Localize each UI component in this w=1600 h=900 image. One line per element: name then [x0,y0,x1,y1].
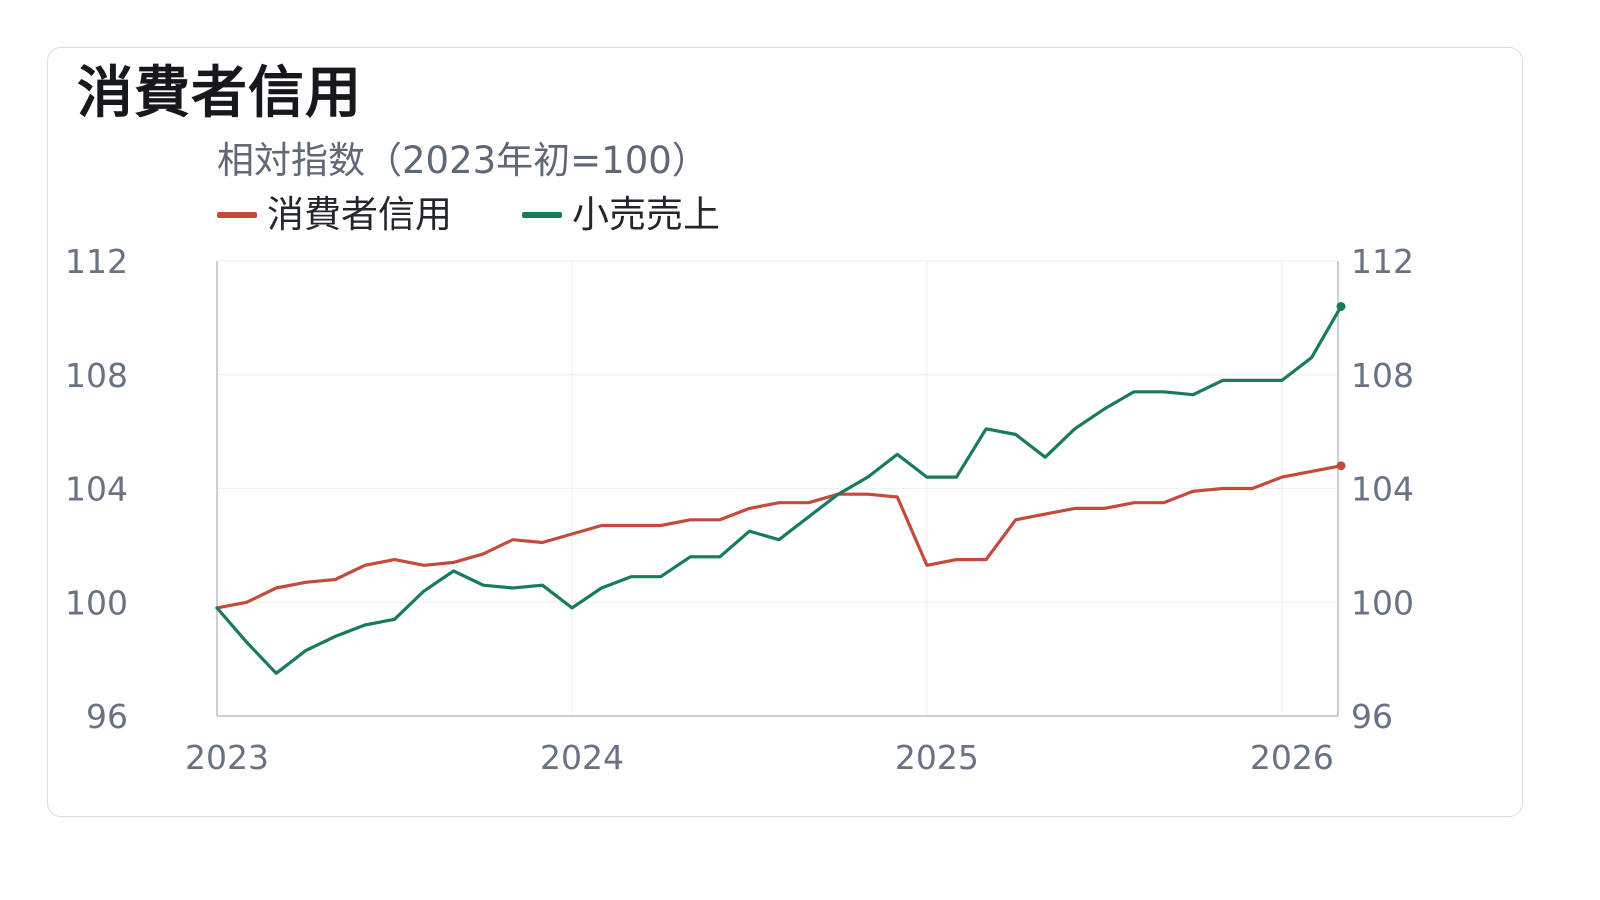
series-end-marker-0 [1336,461,1346,471]
y-tick-label-right-108: 108 [1351,356,1414,395]
y-tick-label-right-112: 112 [1351,242,1414,281]
y-tick-label-right-100: 100 [1351,583,1414,622]
legend-swatch-credit [217,212,257,218]
chart-title: 消費者信用 [77,61,362,126]
x-tick-label-2024: 2024 [540,738,624,777]
legend-item-retail: 小売売上 [522,191,720,239]
series-end-marker-1 [1336,302,1346,311]
series-line-1 [215,304,1343,675]
y-tick-label-left-104: 104 [65,470,128,509]
gridlines [217,260,1338,716]
legend-item-credit: 消費者信用 [217,191,452,239]
x-tick-label-2025: 2025 [895,738,979,777]
x-tick-label-2026: 2026 [1250,738,1334,777]
legend-label-retail: 小売売上 [572,193,720,236]
y-tick-label-right-96: 96 [1351,697,1393,736]
series-lines [215,302,1346,675]
y-tick-label-left-100: 100 [65,583,128,622]
legend-swatch-retail [522,212,562,218]
axes [216,261,1339,717]
x-tick-label-2023: 2023 [185,738,269,777]
legend: 消費者信用 小売売上 [217,190,790,240]
chart-subtitle: 相対指数（2023年初=100） [217,139,709,182]
series-line-0 [215,464,1343,610]
y-tick-label-left-108: 108 [65,356,128,395]
y-tick-label-right-104: 104 [1351,470,1414,509]
y-tick-label-left-96: 96 [86,697,128,736]
legend-label-credit: 消費者信用 [267,193,452,236]
y-tick-label-left-112: 112 [65,242,128,281]
chart-card [47,47,1523,817]
tick-labels: 96 96 100 100 104 104 108 108 112 112 2023 2024 2025… [65,242,1414,777]
